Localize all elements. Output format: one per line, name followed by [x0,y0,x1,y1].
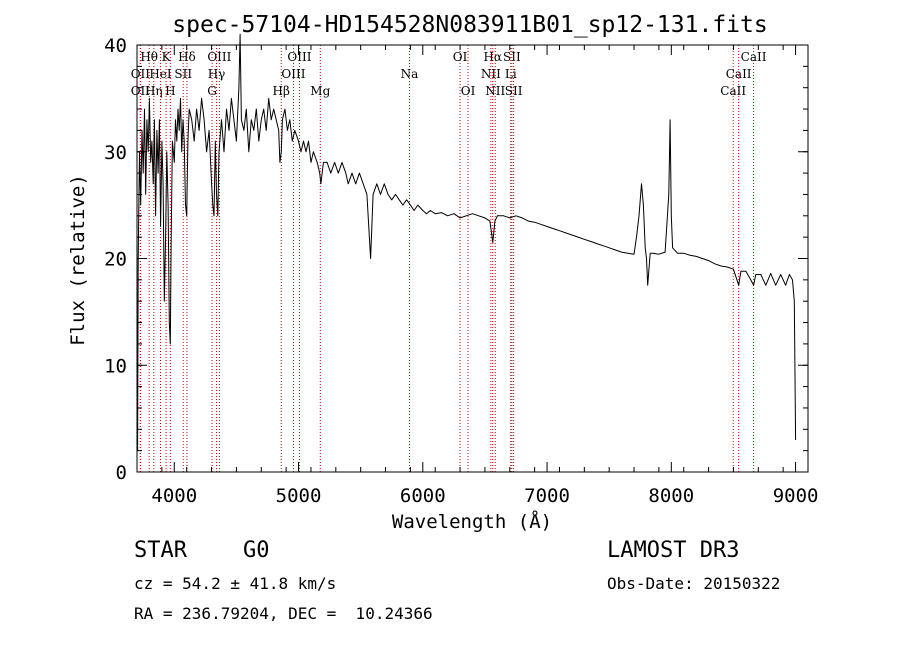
y-tick-label-4: 40 [104,35,127,57]
marker-label-5: SII [174,67,192,81]
marker-label-11: G [207,84,217,98]
marker-label-13: OIII [281,67,305,81]
survey-name: LAMOST DR3 [607,538,740,563]
marker-label-6: OII [131,84,151,98]
marker-label-19: Hα [483,50,502,64]
series-line-spectrum [136,33,797,452]
coordinates: RA = 236.79204, DEC = 10.24366 [134,604,433,623]
chart-title: spec-57104-HD154528N083911B01_sp12-131.f… [172,12,767,38]
x-tick-label-2: 6000 [400,485,446,507]
marker-label-15: Mg [310,84,330,98]
object-class: STAR [134,538,187,563]
y-tick-label-2: 20 [104,249,127,271]
x-tick-label-1: 5000 [276,485,322,507]
marker-label-0: Hθ [140,50,158,64]
marker-label-22: Li [505,67,517,81]
plot-frame [136,44,809,473]
observation-date: Obs-Date: 20150322 [607,574,781,593]
y-tick-label-1: 10 [104,355,127,377]
marker-label-24: SII [505,84,523,98]
x-tick-label-5: 9000 [773,485,819,507]
marker-label-14: Hβ [273,84,290,98]
marker-label-8: H [165,84,175,98]
y-tick-label-3: 30 [104,142,127,164]
marker-label-17: OI [453,50,468,64]
marker-label-1: K [162,50,172,64]
marker-label-10: Hγ [208,67,226,81]
y-axis-label: Flux (relative) [67,174,89,346]
marker-label-7: Hη [145,84,163,98]
marker-label-20: SII [503,50,521,64]
marker-label-21: NII [481,67,501,81]
series-layer [136,33,797,452]
y-tick-label-0: 0 [116,462,127,484]
object-subclass: G0 [243,538,270,563]
marker-label-3: OII [131,67,151,81]
marker-label-12: OIII [287,50,311,64]
marker-label-23: NII [485,84,505,98]
x-tick-label-0: 4000 [151,485,197,507]
marker-label-27: CaII [720,84,746,98]
x-axis-label: Wavelength (Å) [392,510,552,533]
x-tick-label-3: 7000 [524,485,570,507]
marker-label-26: CaII [726,67,752,81]
marker-label-9: OIII [207,50,231,64]
marker-label-2: Hδ [178,50,196,64]
marker-label-18: OI [461,84,476,98]
axis-ticks: 4000 5000 6000 7000 8000 9000 0 10 20 30 40 [104,35,818,507]
redshift-cz: cz = 54.2 ± 41.8 km/s [134,574,337,593]
marker-label-25: CaII [741,50,767,64]
marker-label-16: Na [401,67,419,81]
x-tick-label-4: 8000 [648,485,694,507]
marker-label-4: HeI [149,67,172,81]
